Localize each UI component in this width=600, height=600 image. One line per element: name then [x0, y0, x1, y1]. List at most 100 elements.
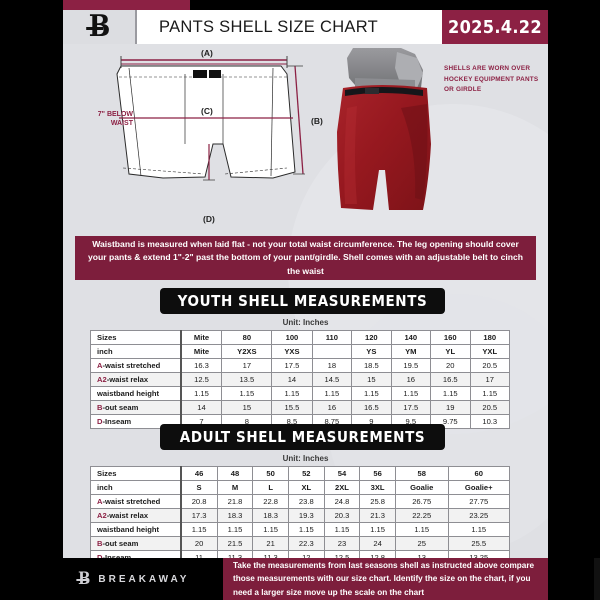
table-cell: 1.15: [252, 522, 289, 537]
table-cell: 13.5: [221, 372, 273, 387]
page-title: PANTS SHELL SIZE CHART: [135, 10, 442, 44]
table-cell: 12.5: [179, 372, 223, 387]
table-cell: 15: [221, 400, 273, 415]
table-cell: 1.15: [469, 386, 510, 401]
row-marker: D: [97, 417, 103, 426]
diagram-label-a: (A): [201, 48, 213, 58]
youth-unit-label: Unit: Inches: [282, 318, 329, 327]
table-cell: 14: [271, 372, 313, 387]
row-label: inch: [90, 480, 182, 495]
table-row: waistband height 1.15 1.15 1.15 1.15 1.15 1.15…: [90, 386, 510, 401]
content-panel: (A) (B) (C) (D) 7" BELOW WAIST: [63, 44, 548, 558]
row-label: A-waist stretched: [90, 358, 182, 373]
adult-unit-label: Unit: Inches: [282, 454, 329, 463]
table-cell: 58: [394, 466, 449, 481]
table-cell: 20.5: [469, 400, 510, 415]
table-cell: 17: [221, 358, 273, 373]
row-marker: A2: [97, 511, 107, 520]
table-cell: 1.15: [323, 522, 361, 537]
table-cell: 13.25: [447, 550, 510, 558]
table-cell: 60: [447, 466, 510, 481]
adult-section-heading: ADULT SHELL MEASUREMENTS: [160, 424, 445, 450]
table-row: inch S M L XL 2XL 3XL Goalie Goalie+: [90, 480, 510, 495]
row-label: B-out seam: [90, 400, 182, 415]
table-cell: 12: [287, 550, 325, 558]
table-cell: YL: [430, 344, 471, 359]
table-cell: 110: [311, 330, 353, 345]
row-marker: A2: [97, 375, 107, 384]
header-bar: B PANTS SHELL SIZE CHART 2025.4.22: [63, 10, 548, 44]
table-cell: 11.3: [216, 550, 254, 558]
table-cell: YXS: [271, 344, 313, 359]
table-cell: 1.15: [359, 522, 396, 537]
table-cell: 14: [179, 400, 223, 415]
table-cell: 18: [311, 358, 353, 373]
table-cell: 1.15: [430, 386, 471, 401]
table-cell: 54: [323, 466, 361, 481]
diagram-label-d: (D): [203, 214, 215, 224]
footer-brand: B BREAKAWAY: [63, 558, 223, 600]
diagram-label-b: (B): [311, 116, 323, 126]
table-cell: 16.3: [179, 358, 223, 373]
footer-instructions: Take the measurements from last seasons …: [223, 558, 548, 600]
table-cell: 26.75: [394, 494, 449, 509]
adult-measurements-table: Sizes 46 48 50 52 54 56 58 60 inch S M L XL 2XL 3XL Goal…: [90, 466, 510, 558]
table-cell: 15.5: [271, 400, 313, 415]
table-cell: 12.5: [323, 550, 361, 558]
table-cell: 23: [323, 536, 361, 551]
table-cell: 1.15: [180, 522, 218, 537]
table-row: B-out seam 14 15 15.5 16 16.5 17.5 19 20.5: [90, 400, 510, 415]
table-cell: 1.15: [271, 386, 313, 401]
table-cell: Mite: [179, 330, 223, 345]
table-cell: 1.15: [179, 386, 223, 401]
table-cell: 1.15: [447, 522, 510, 537]
row-label: Sizes: [90, 466, 182, 481]
table-cell: 140: [390, 330, 432, 345]
row-label: A2-waist relax: [90, 508, 182, 523]
row-label: inch: [90, 344, 182, 359]
table-cell: 17.3: [180, 508, 218, 523]
table-cell: 160: [430, 330, 471, 345]
table-cell: 80: [221, 330, 273, 345]
table-cell: 18.3: [252, 508, 289, 523]
table-cell: 16.5: [430, 372, 471, 387]
table-cell: 24.8: [323, 494, 361, 509]
table-cell: 1.15: [221, 386, 273, 401]
table-cell: 20.3: [323, 508, 361, 523]
table-cell: YM: [390, 344, 432, 359]
table-cell: 22.3: [287, 536, 325, 551]
table-cell: 20.8: [180, 494, 218, 509]
table-cell: 2XL: [323, 480, 361, 495]
youth-measurements-table: Sizes Mite 80 100 110 120 140 160 180 inch Mite Y2X…: [90, 330, 510, 429]
youth-section-heading: YOUTH SHELL MEASUREMENTS: [160, 288, 445, 314]
row-label: D-Inseam: [90, 550, 182, 558]
table-cell: [311, 344, 353, 359]
table-cell: 22.25: [394, 508, 449, 523]
table-cell: 18.5: [351, 358, 392, 373]
table-cell: 52: [287, 466, 325, 481]
table-cell: 18.3: [216, 508, 254, 523]
table-cell: 3XL: [359, 480, 396, 495]
table-row: B-out seam 20 21.5 21 22.3 23 24 25 25.5: [90, 536, 510, 551]
footer-right-edge: [594, 558, 600, 600]
table-cell: Goalie+: [447, 480, 510, 495]
row-marker: D: [97, 553, 103, 558]
table-cell: 14.5: [311, 372, 353, 387]
table-cell: 180: [469, 330, 510, 345]
product-photo: [331, 48, 439, 230]
table-cell: YS: [351, 344, 392, 359]
table-cell: Goalie: [394, 480, 449, 495]
table-cell: S: [180, 480, 218, 495]
row-label: D-Inseam: [90, 414, 182, 429]
table-cell: 17: [469, 372, 510, 387]
table-row: D-Inseam 11 11.3 11.3 12 12.5 12.8 13 13.25: [90, 550, 510, 558]
table-cell: 20: [430, 358, 471, 373]
row-marker: A: [97, 497, 103, 506]
table-cell: 27.75: [447, 494, 510, 509]
table-cell: 17.5: [271, 358, 313, 373]
table-cell: 25.5: [447, 536, 510, 551]
table-cell: 24: [359, 536, 396, 551]
row-marker: B: [97, 539, 103, 548]
table-row: A2-waist relax 12.5 13.5 14 14.5 15 16 16.5 17: [90, 372, 510, 387]
